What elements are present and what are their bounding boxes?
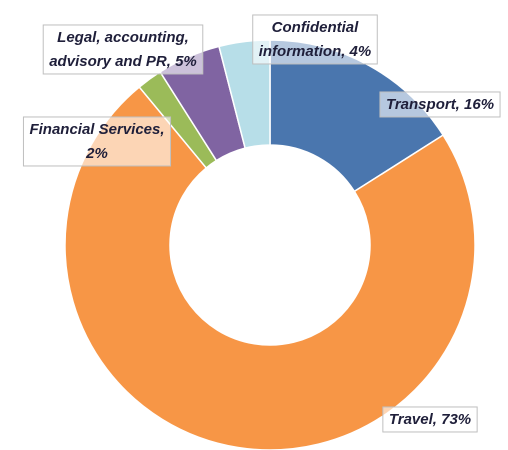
data-label: Legal, accounting, advisory and PR, 5% bbox=[42, 24, 204, 75]
label-text: Transport, 16% bbox=[386, 96, 494, 113]
label-text: information, 4% bbox=[259, 43, 372, 60]
label-text: Legal, accounting, bbox=[57, 29, 189, 46]
label-box bbox=[22, 116, 172, 167]
slice bbox=[218, 39, 271, 150]
label-text: Financial Services, bbox=[29, 121, 164, 138]
label-text: Travel, 73% bbox=[389, 411, 471, 428]
label-box bbox=[382, 406, 478, 433]
label-box bbox=[252, 14, 378, 65]
label-box bbox=[42, 24, 204, 75]
label-box bbox=[379, 91, 501, 118]
data-label: Travel, 73% bbox=[382, 406, 478, 433]
slice bbox=[64, 85, 476, 450]
label-text: Confidential bbox=[272, 19, 359, 36]
data-label: Financial Services, 2% bbox=[22, 116, 172, 167]
data-label: Confidential information, 4% bbox=[252, 14, 378, 65]
data-label: Transport, 16% bbox=[379, 91, 501, 118]
label-text: advisory and PR, 5% bbox=[49, 53, 197, 70]
label-text: 2% bbox=[85, 145, 108, 162]
